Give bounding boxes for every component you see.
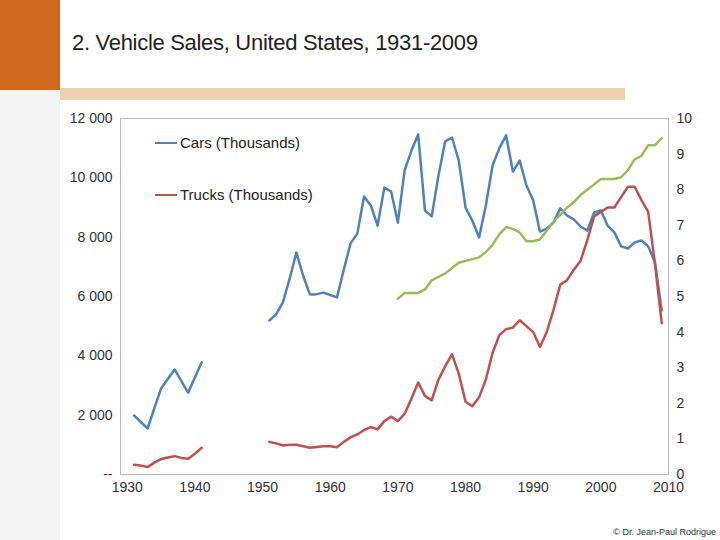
html-text:2. Vehicle Sales, United State: 2. Vehicle Sales, United States, 1931-20…: [72, 30, 478, 55]
svg-text:6: 6: [677, 252, 685, 268]
svg-text:1: 1: [677, 430, 685, 446]
svg-text:5: 5: [677, 288, 685, 304]
svg-text:1990: 1990: [518, 479, 549, 495]
svg-text:2 000: 2 000: [77, 407, 112, 423]
svg-text:1930: 1930: [112, 479, 143, 495]
svg-text:10 000: 10 000: [70, 169, 113, 185]
svg-text:10: 10: [677, 110, 693, 126]
svg-text:2010: 2010: [652, 479, 685, 496]
svg-text:6 000: 6 000: [77, 288, 112, 304]
html-text:Cars (Thousands): Cars (Thousands): [180, 134, 300, 151]
svg-text:9: 9: [677, 146, 685, 162]
svg-text:1940: 1940: [179, 479, 210, 495]
svg-text:7: 7: [677, 217, 685, 233]
svg-text:8: 8: [677, 181, 685, 197]
svg-text:4: 4: [677, 324, 685, 340]
svg-text:4 000: 4 000: [77, 347, 112, 363]
svg-text:12 000: 12 000: [70, 110, 113, 126]
svg-text:1980: 1980: [450, 479, 481, 495]
svg-text:0: 0: [677, 466, 685, 482]
svg-text:2000: 2000: [585, 479, 616, 495]
svg-text:1960: 1960: [315, 479, 346, 495]
svg-text:8 000: 8 000: [77, 229, 112, 245]
svg-text:--: --: [103, 466, 113, 482]
html-text:Trucks (Thousands): Trucks (Thousands): [180, 186, 313, 203]
svg-text:2: 2: [677, 395, 685, 411]
html-text:© Dr. Jean-Paul Rodrigue: © Dr. Jean-Paul Rodrigue: [613, 527, 716, 537]
svg-text:1950: 1950: [247, 479, 278, 495]
svg-text:1970: 1970: [382, 479, 413, 495]
svg-text:3: 3: [677, 359, 685, 375]
